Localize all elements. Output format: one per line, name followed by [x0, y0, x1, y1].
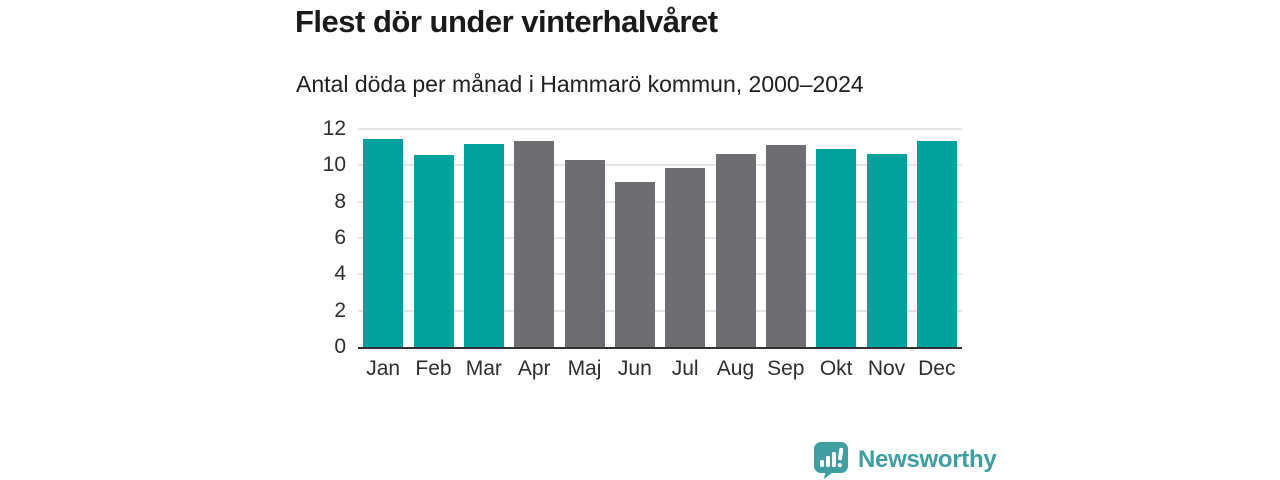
- x-tick-label: Apr: [517, 357, 551, 380]
- bar-maj: [564, 159, 605, 347]
- gridline: [358, 128, 962, 130]
- x-tick-label: Sep: [767, 357, 805, 380]
- y-tick-label: 10: [322, 153, 346, 177]
- gridline: [358, 200, 962, 203]
- bar-feb: [413, 155, 454, 347]
- gridline: [358, 309, 962, 312]
- y-tick-label: 4: [334, 262, 346, 286]
- bar-apr: [514, 140, 555, 347]
- gridline: [358, 237, 962, 239]
- bar-jan: [363, 139, 404, 347]
- chart-title: Flest dör under vinterhalvåret: [295, 4, 718, 39]
- x-axis: Jan Feb Mar Apr Maj Jun Jul Aug Sep Okt Nov Dec: [358, 357, 962, 387]
- x-tick-label: Feb: [415, 357, 452, 380]
- x-tick-label: Dec: [918, 357, 956, 380]
- newsworthy-logo-text: Newsworthy: [858, 446, 997, 473]
- y-tick-label: 6: [334, 226, 346, 249]
- bar-dec: [916, 140, 957, 347]
- bar-mar: [463, 144, 504, 347]
- chart-subtitle: Antal döda per månad i Hammarö kommun, 2…: [296, 71, 864, 97]
- bar-jun: [614, 181, 655, 347]
- x-tick-label: Jul: [671, 357, 699, 380]
- plot-area: [358, 128, 962, 349]
- x-tick-label: Okt: [819, 357, 853, 380]
- x-tick-label: Maj: [567, 357, 602, 380]
- x-tick-label: Aug: [716, 357, 755, 380]
- bar-aug: [715, 153, 756, 347]
- bar-jul: [665, 168, 706, 347]
- x-tick-label: Jun: [617, 357, 652, 380]
- gridline: [358, 164, 962, 167]
- y-tick-label: 2: [334, 298, 346, 322]
- newsworthy-logo: Newsworthy: [812, 441, 997, 479]
- bar-okt: [816, 148, 857, 347]
- y-tick-label: 0: [334, 335, 346, 358]
- x-tick-label: Nov: [867, 357, 906, 380]
- y-tick-label: 8: [334, 189, 346, 213]
- y-tick-label: 12: [322, 117, 346, 140]
- gridline: [358, 273, 962, 276]
- newsworthy-logo-icon: [814, 442, 848, 479]
- bar-nov: [866, 154, 907, 347]
- x-tick-label: Jan: [366, 357, 401, 380]
- x-tick-label: Mar: [465, 357, 502, 380]
- bar-sep: [765, 145, 806, 347]
- y-axis: 0 2 4 6 8 10 12: [290, 117, 346, 358]
